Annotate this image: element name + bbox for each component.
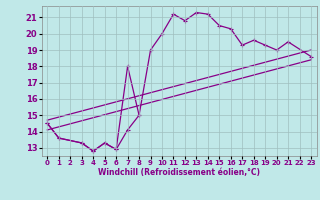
X-axis label: Windchill (Refroidissement éolien,°C): Windchill (Refroidissement éolien,°C) xyxy=(98,168,260,177)
